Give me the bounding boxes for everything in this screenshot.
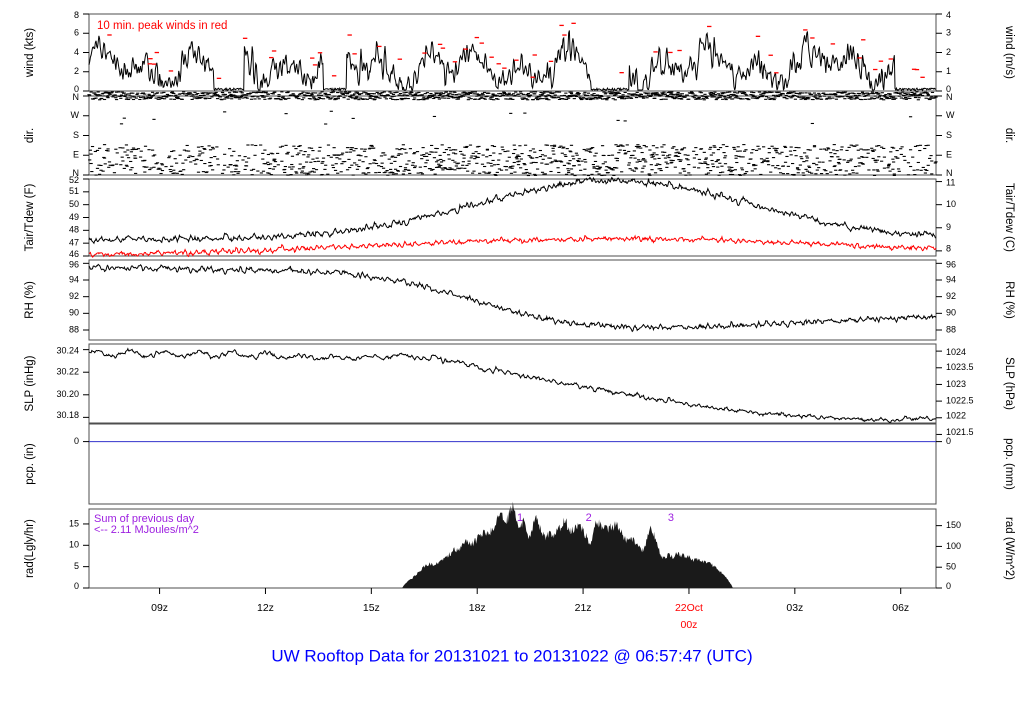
svg-text:pcp. (in): pcp. (in) (24, 443, 36, 485)
svg-text:RH (%): RH (%) (1003, 281, 1015, 319)
svg-text:96: 96 (946, 259, 956, 269)
svg-text:wind (m/s): wind (m/s) (1003, 25, 1015, 79)
svg-text:N: N (946, 92, 953, 102)
svg-text:Tair/Tdew (C): Tair/Tdew (C) (1003, 183, 1015, 252)
svg-text:90: 90 (69, 308, 79, 318)
svg-text:90: 90 (946, 308, 956, 318)
svg-text:pcp. (mm): pcp. (mm) (1003, 438, 1015, 490)
svg-text:dir.: dir. (24, 128, 36, 143)
svg-text:15: 15 (69, 518, 79, 528)
svg-text:30.18: 30.18 (56, 410, 79, 420)
svg-text:3: 3 (668, 512, 674, 524)
svg-text:0: 0 (946, 436, 951, 446)
svg-text:94: 94 (946, 274, 956, 284)
svg-text:E: E (73, 150, 79, 160)
svg-text:10 min. peak winds in red: 10 min. peak winds in red (97, 20, 227, 32)
svg-text:96: 96 (69, 259, 79, 269)
svg-text:52: 52 (69, 175, 79, 185)
svg-text:49: 49 (69, 212, 79, 222)
svg-text:N: N (73, 92, 80, 102)
svg-text:03z: 03z (786, 602, 803, 614)
svg-text:06z: 06z (892, 602, 909, 614)
svg-text:1023.5: 1023.5 (946, 362, 974, 372)
svg-text:46: 46 (69, 249, 79, 259)
svg-text:18z: 18z (469, 602, 486, 614)
svg-text:<-- 2.11 MJoules/m^2: <-- 2.11 MJoules/m^2 (94, 524, 199, 536)
svg-text:1022.5: 1022.5 (946, 395, 974, 405)
svg-text:rad(Lgly/hr): rad(Lgly/hr) (24, 519, 36, 578)
svg-text:4: 4 (74, 47, 79, 57)
svg-text:dir.: dir. (1003, 128, 1015, 143)
svg-text:11: 11 (946, 178, 955, 188)
svg-text:Tair/Tdew (F): Tair/Tdew (F) (24, 183, 36, 251)
svg-text:SLP (inHg): SLP (inHg) (24, 355, 36, 411)
svg-text:5: 5 (74, 561, 79, 571)
svg-text:S: S (946, 130, 952, 140)
svg-text:150: 150 (946, 520, 961, 530)
svg-text:1024: 1024 (946, 347, 966, 357)
svg-text:UW Rooftop Data for 20131021: UW Rooftop Data for 20131021 to 20131022… (271, 646, 752, 665)
svg-text:0: 0 (74, 436, 79, 446)
svg-text:47: 47 (69, 238, 79, 248)
svg-text:12z: 12z (257, 602, 274, 614)
svg-text:2: 2 (946, 47, 951, 57)
svg-text:50: 50 (946, 562, 956, 572)
svg-text:1: 1 (946, 66, 951, 76)
svg-text:0: 0 (946, 581, 951, 591)
svg-text:2: 2 (586, 512, 592, 524)
svg-text:10: 10 (946, 199, 956, 209)
svg-text:W: W (946, 110, 955, 120)
svg-text:6: 6 (74, 28, 79, 38)
svg-text:2: 2 (74, 66, 79, 76)
svg-text:00z: 00z (680, 619, 697, 631)
svg-text:92: 92 (69, 291, 79, 301)
svg-text:94: 94 (69, 274, 79, 284)
svg-text:51: 51 (69, 186, 79, 196)
svg-text:9: 9 (946, 222, 951, 232)
svg-text:1023: 1023 (946, 379, 966, 389)
svg-text:48: 48 (69, 225, 79, 235)
svg-text:30.24: 30.24 (56, 346, 79, 356)
svg-text:SLP (hPa): SLP (hPa) (1003, 357, 1015, 410)
svg-text:92: 92 (946, 291, 956, 301)
svg-text:4: 4 (946, 10, 951, 20)
svg-text:S: S (73, 130, 79, 140)
svg-text:30.22: 30.22 (56, 367, 79, 377)
svg-text:1: 1 (517, 512, 523, 524)
svg-text:wind (kts): wind (kts) (24, 28, 36, 78)
svg-text:88: 88 (69, 324, 79, 334)
svg-text:100: 100 (946, 541, 961, 551)
svg-text:22Oct: 22Oct (675, 602, 703, 614)
svg-text:E: E (946, 150, 952, 160)
svg-text:8: 8 (946, 244, 951, 254)
svg-text:0: 0 (74, 581, 79, 591)
svg-text:10: 10 (69, 540, 79, 550)
svg-text:8: 8 (74, 10, 79, 20)
svg-text:21z: 21z (575, 602, 592, 614)
svg-text:rad (W/m^2): rad (W/m^2) (1003, 517, 1015, 580)
svg-text:W: W (71, 110, 80, 120)
svg-text:50: 50 (69, 199, 79, 209)
svg-text:88: 88 (946, 324, 956, 334)
svg-text:09z: 09z (151, 602, 168, 614)
svg-text:30.20: 30.20 (56, 389, 79, 399)
svg-text:3: 3 (946, 28, 951, 38)
svg-text:N: N (946, 168, 953, 178)
svg-text:1022: 1022 (946, 411, 966, 421)
svg-text:RH (%): RH (%) (24, 281, 36, 319)
svg-text:15z: 15z (363, 602, 380, 614)
